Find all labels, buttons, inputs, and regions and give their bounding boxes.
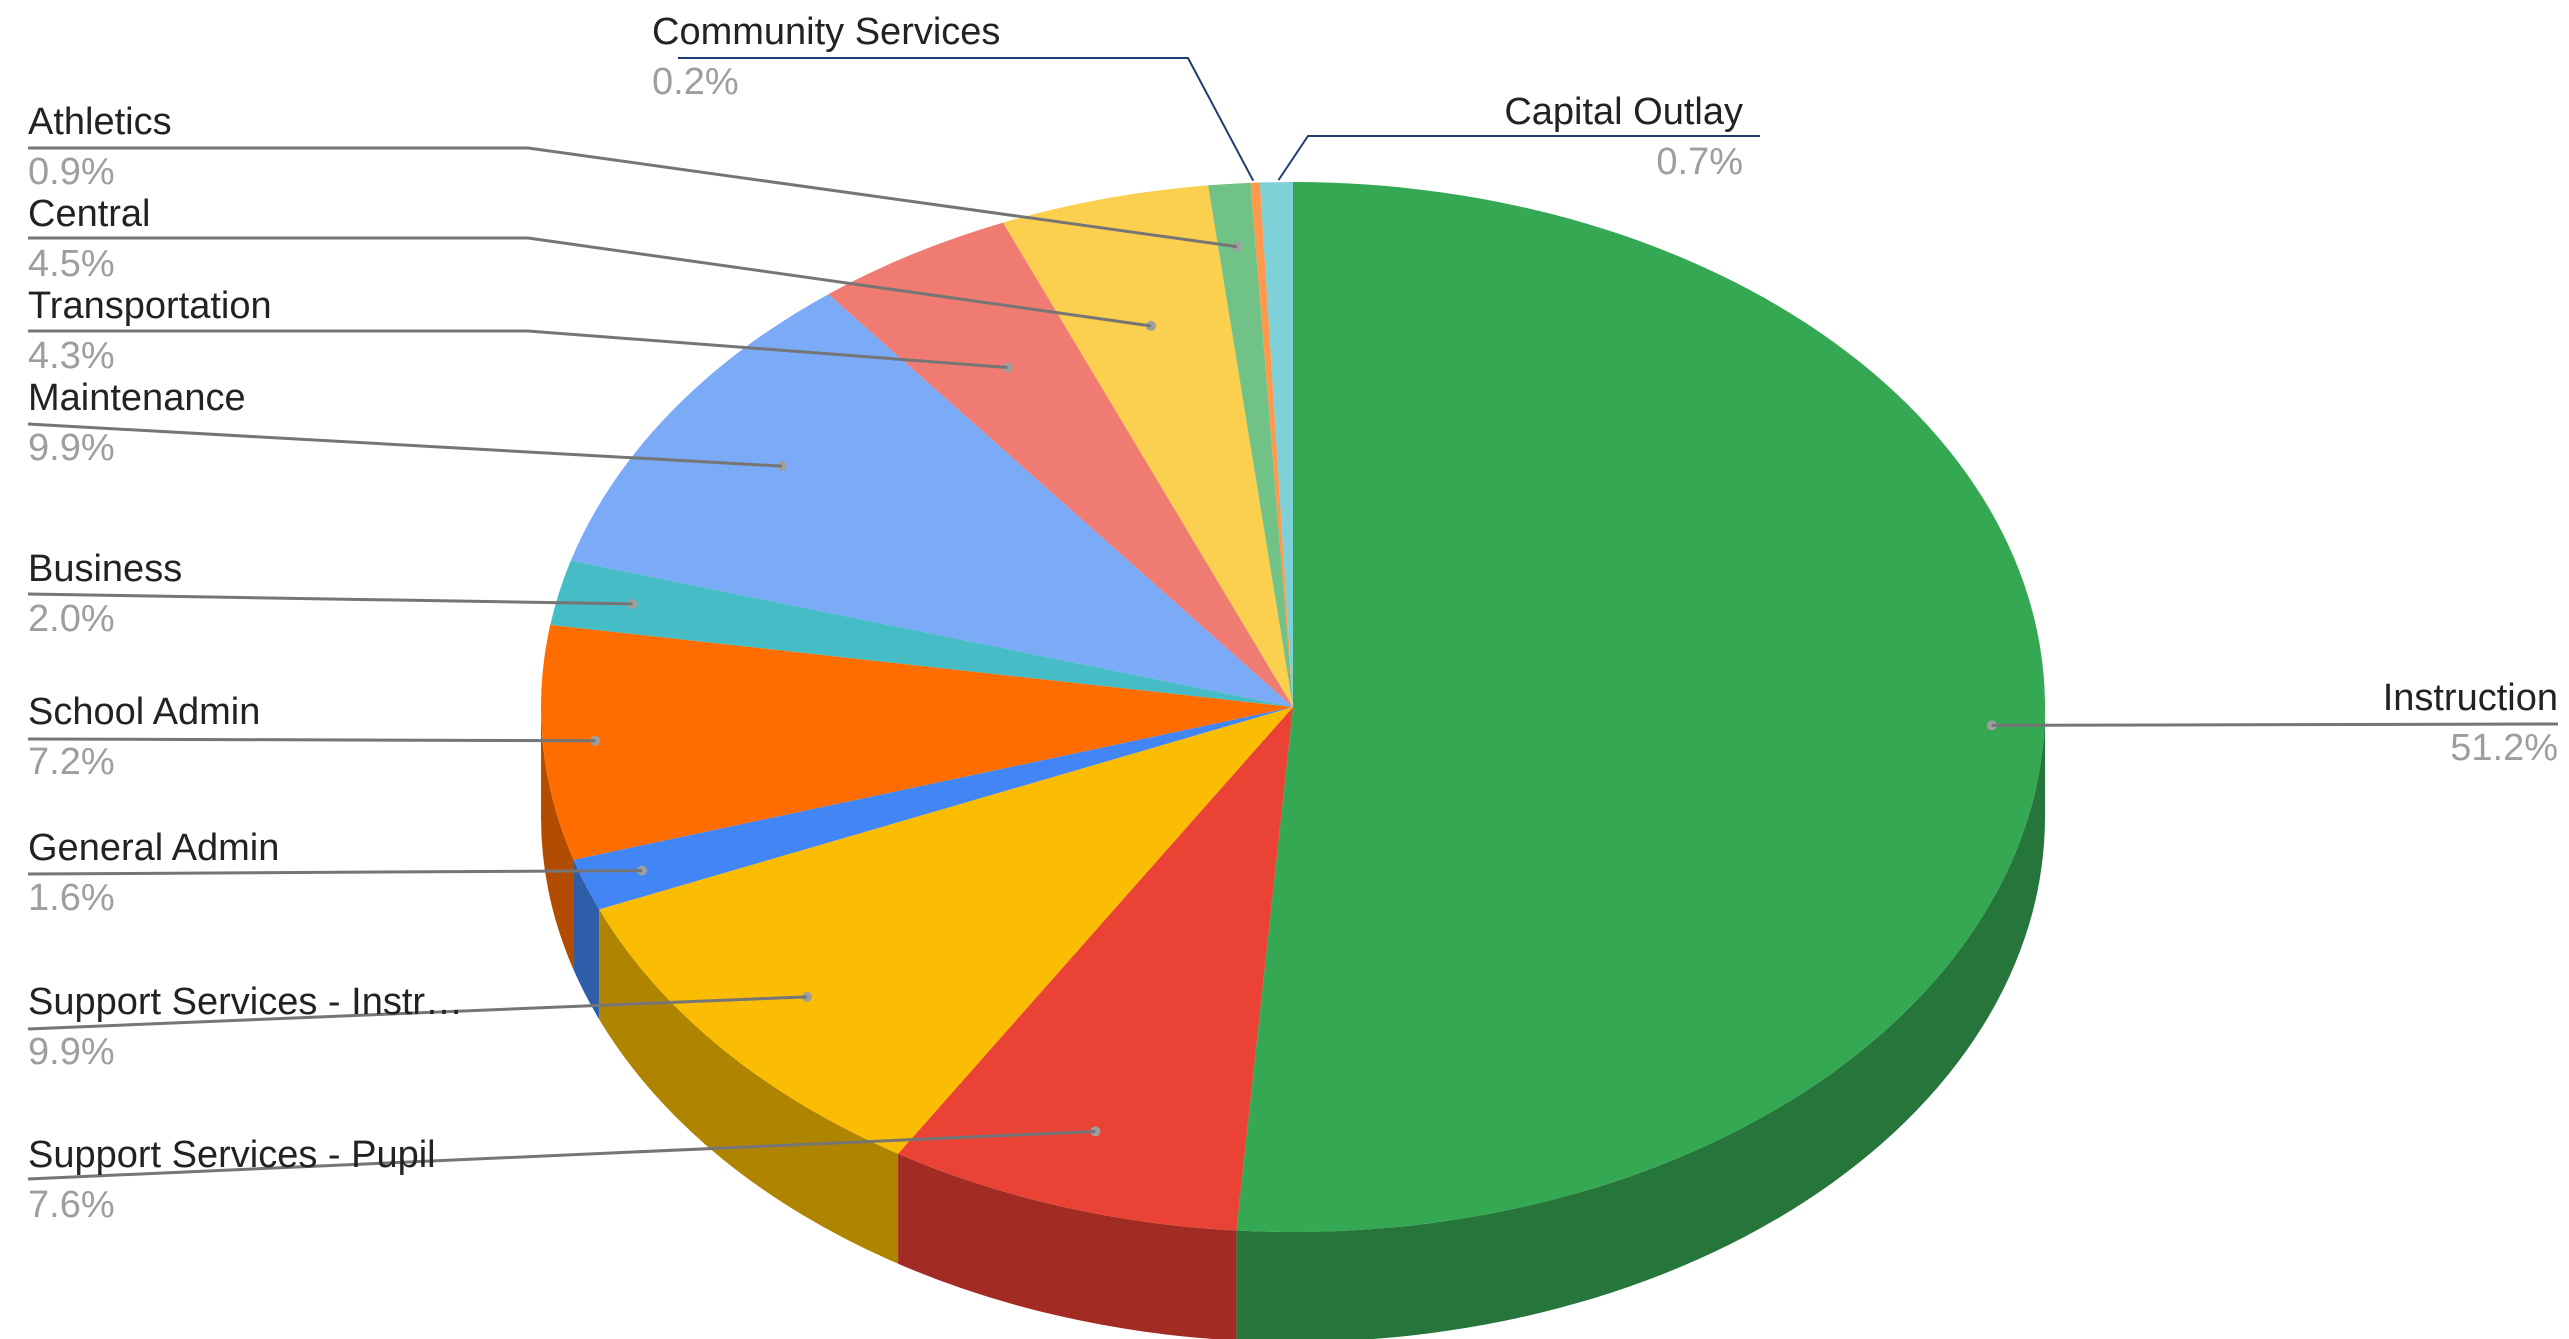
slice-general-admin (573, 707, 1293, 910)
slice-maintenance (570, 294, 1293, 707)
pie-top-slices (541, 182, 2045, 1232)
leader-line-instruction (1991, 722, 2559, 727)
label-school-admin: School Admin (28, 691, 260, 733)
slice-capital-outlay (1259, 182, 1293, 707)
percent-support-services-pupil: 7.6% (28, 1184, 115, 1226)
percent-general-admin: 1.6% (28, 877, 115, 919)
slice-support-services-pupil (898, 707, 1293, 1231)
percent-maintenance: 9.9% (28, 427, 115, 469)
percent-business: 2.0% (28, 598, 115, 640)
slice-transportation (828, 222, 1293, 708)
leader-line-athletics (28, 146, 1238, 249)
label-general-admin: General Admin (28, 827, 279, 869)
percent-capital-outlay: 0.7% (1656, 141, 1743, 183)
percent-transportation: 4.3% (28, 335, 115, 377)
percent-school-admin: 7.2% (28, 741, 115, 783)
slice-community-services (1250, 182, 1293, 708)
percent-central: 4.5% (28, 243, 115, 285)
leader-line-community-services (678, 57, 1255, 182)
leader-line-capital-outlay (1277, 135, 1760, 181)
percent-instruction: 51.2% (2450, 727, 2558, 769)
percent-community-services: 0.2% (652, 61, 739, 103)
label-transportation: Transportation (28, 285, 272, 327)
leader-line-business (27, 592, 633, 606)
label-business: Business (28, 548, 182, 590)
slice-business (550, 560, 1293, 707)
slice-school-admin (541, 624, 1293, 860)
slice-athletics (1208, 182, 1293, 708)
label-central: Central (28, 193, 151, 235)
label-capital-outlay: Capital Outlay (1504, 91, 1743, 133)
leader-line-support-services-instr (27, 995, 808, 1031)
leader-line-school-admin (27, 737, 596, 743)
label-support-services-pupil: Support Services - Pupil (28, 1134, 436, 1176)
label-instruction: Instruction (2383, 677, 2558, 719)
label-maintenance: Maintenance (28, 377, 246, 419)
slice-support-services-instr (599, 707, 1293, 1154)
leader-line-transportation (28, 329, 1008, 369)
leader-line-central (28, 236, 1152, 328)
side-school-admin (541, 707, 574, 970)
leader-lines (27, 57, 2559, 1181)
label-community-services: Community Services (652, 11, 1000, 53)
pie-side-walls (541, 707, 2045, 1339)
leader-line-maintenance (27, 422, 782, 468)
slice-labels: Instruction 51.2% Support Services - Pupil… (28, 11, 2558, 1226)
slice-instruction (1236, 182, 2045, 1232)
label-support-services-instr: Support Services - Instr… (28, 981, 463, 1023)
percent-athletics: 0.9% (28, 151, 115, 193)
leader-line-general-admin (27, 869, 643, 876)
leader-line-support-services-pupil (27, 1129, 1096, 1181)
side-support-services-pupil (898, 1153, 1237, 1339)
side-instruction (1236, 707, 2045, 1339)
side-general-admin (573, 859, 600, 1020)
label-athletics: Athletics (28, 101, 172, 143)
percent-support-services-instr: 9.9% (28, 1031, 115, 1073)
side-support-services-instr (599, 909, 899, 1264)
